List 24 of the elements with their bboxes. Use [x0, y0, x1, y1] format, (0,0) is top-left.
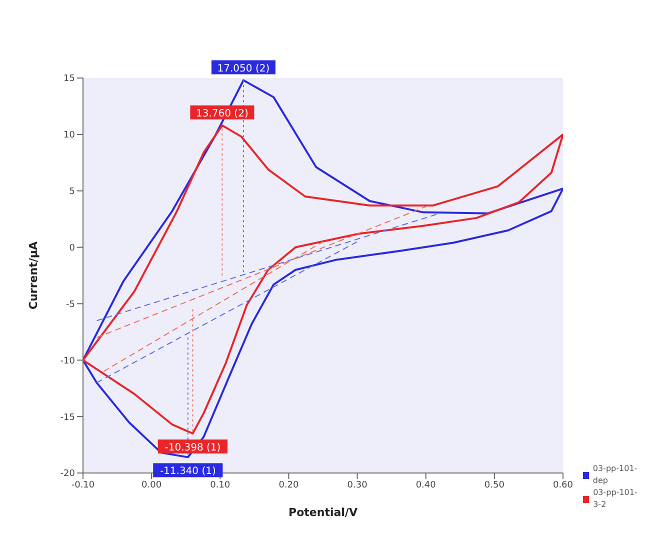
x-tick-label: 0.10 [210, 480, 230, 490]
x-tick-label: -0.10 [71, 480, 95, 490]
x-tick-label: 0.60 [552, 480, 574, 490]
x-tick-label: 0.20 [278, 480, 300, 490]
x-tick-label: 0.00 [142, 480, 162, 490]
y-tick-label: 15 [64, 74, 75, 84]
y-tick-label: 0 [69, 243, 76, 254]
annotation: 13.760 (2) [196, 108, 248, 120]
annotation: -11.340 (1) [160, 466, 216, 478]
legend-label: 03-pp-101-3-2 [593, 487, 638, 511]
x-tick-label: 0.40 [416, 480, 436, 490]
legend-label: 03-pp-101-dep [592, 463, 638, 487]
y-tick-label: 10 [64, 130, 76, 141]
y-axis-title: Current/µA [26, 241, 40, 310]
y-tick-label: -10 [60, 356, 76, 366]
annotation: -10.398 (1) [164, 442, 221, 454]
annotation: 17.050 (2) [217, 63, 270, 74]
y-tick-label: 5 [69, 187, 75, 198]
y-tick-label: -5 [66, 300, 75, 310]
x-axis-title: Potential/V [288, 506, 358, 519]
y-tick-label: -20 [60, 469, 76, 480]
y-tick-label: -15 [60, 412, 75, 423]
x-tick-label: 0.30 [347, 480, 368, 490]
x-tick-label: 0.50 [484, 480, 505, 490]
